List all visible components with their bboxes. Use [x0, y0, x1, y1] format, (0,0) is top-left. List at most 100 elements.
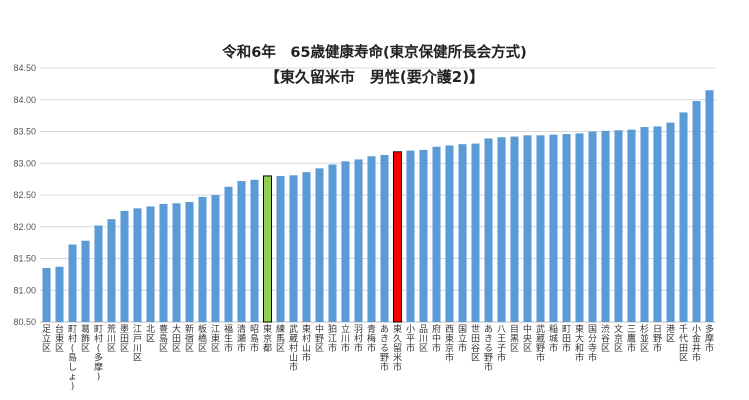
x-tick-label: 東京都: [263, 323, 272, 354]
bar: [276, 175, 285, 322]
x-tick-label: 西東京市: [445, 324, 454, 364]
bar: [575, 133, 584, 322]
x-tick-label: 大田区: [172, 323, 181, 354]
x-tick-label: 品川区: [419, 324, 428, 354]
x-tick-label: 日野市: [653, 324, 662, 354]
y-tick-label: 82.50: [13, 190, 36, 200]
bar: [289, 175, 298, 322]
bar: [432, 146, 441, 322]
bar: [68, 244, 77, 322]
bar: [237, 181, 246, 322]
x-tick-label: 国立市: [458, 324, 467, 354]
bar: [523, 135, 532, 322]
bar: [211, 195, 220, 322]
x-tick-label: 昭島市: [250, 324, 259, 354]
x-tick-label: 小金井市: [692, 324, 701, 364]
y-tick-label: 83.50: [13, 127, 36, 137]
bar: [679, 112, 688, 322]
y-axis-ticks: 80.50 81.00 81.50 82.00 82.50 83.00 83.50 84.00…: [13, 63, 36, 327]
x-tick-label: 豊島区: [159, 323, 168, 354]
x-tick-label: 練馬区: [276, 323, 285, 354]
x-tick-label: 国分寺市: [588, 324, 597, 364]
x-tick-label: 墨田区: [120, 324, 129, 354]
x-tick-label: 目黒区: [510, 324, 519, 354]
x-tick-label: 新宿区: [185, 323, 194, 354]
x-tick-label: 港区: [666, 323, 675, 345]
bar: [146, 206, 155, 322]
x-tick-label: 町田市: [562, 325, 571, 354]
x-tick-label: 小平市: [406, 324, 415, 354]
x-tick-label: 武蔵野市: [536, 323, 545, 364]
x-tick-label: 文京区: [614, 323, 623, 354]
bar: [262, 175, 273, 323]
bar: [627, 129, 636, 322]
x-tick-label: 青梅市: [367, 323, 376, 354]
x-tick-label: 狛江市: [328, 323, 337, 354]
y-tick-label: 82.00: [13, 222, 36, 232]
x-tick-label: 町村(多摩): [94, 325, 103, 383]
bar: [185, 201, 194, 322]
bar: [159, 203, 168, 322]
x-tick-label: 立川市: [341, 323, 350, 354]
bar: [510, 136, 519, 322]
y-tick-label: 84.00: [13, 95, 36, 105]
bars: [42, 90, 714, 323]
bar: [380, 154, 389, 322]
chart-title: 令和6年 65歳健康寿命(東京保健所長会方式): [222, 45, 527, 61]
x-tick-label: 足立区: [42, 324, 51, 354]
x-tick-label: 清瀬市: [237, 323, 246, 354]
chart-subtitle: 【東久留米市 男性(要介護2)】: [264, 68, 485, 86]
bar: [315, 168, 324, 322]
x-tick-label: 武蔵村山市: [289, 323, 298, 373]
x-tick-label: 北区: [146, 324, 155, 345]
bar: [601, 130, 610, 322]
bar: [536, 135, 545, 322]
bar: [354, 159, 363, 322]
x-tick-label: 葛飾区: [81, 323, 90, 354]
bar: [55, 266, 64, 322]
x-tick-label: 福生市: [224, 323, 233, 354]
bar: [341, 161, 350, 322]
x-tick-label: 中野区: [315, 323, 324, 354]
bar: [42, 268, 51, 322]
bar: [458, 144, 467, 322]
x-tick-label: 東大和市: [575, 323, 584, 364]
bar: [107, 219, 116, 322]
y-tick-label: 81.00: [13, 285, 36, 295]
x-tick-label: 稲城市: [549, 323, 558, 354]
x-tick-label: 府中市: [432, 323, 441, 354]
y-tick-label: 80.50: [13, 317, 36, 327]
y-tick-label: 84.50: [13, 63, 36, 73]
x-tick-label: 世田谷区: [471, 323, 480, 364]
bar: [172, 203, 181, 322]
bar: [133, 208, 142, 322]
x-tick-label: 羽村市: [354, 324, 363, 354]
x-tick-label: 東村山市: [302, 323, 311, 364]
bar: [614, 130, 623, 322]
x-tick-label: 杉並区: [640, 323, 649, 354]
bar: [692, 101, 701, 323]
bar: [471, 143, 480, 322]
bar: [484, 138, 493, 322]
x-tick-label: 東久留米市: [393, 323, 402, 373]
bar: [328, 164, 337, 322]
x-tick-label: 板橋区: [198, 323, 207, 354]
bar: [419, 149, 428, 322]
bar: [549, 134, 558, 322]
x-tick-label: あきる野市: [380, 324, 389, 373]
bar: [94, 225, 103, 322]
bar: [588, 131, 597, 322]
x-tick-label: 八王子市: [497, 325, 506, 364]
bar: [198, 196, 207, 322]
x-tick-label: あきる野市: [484, 324, 493, 373]
x-tick-label: 江戸川区: [133, 324, 142, 364]
bar: [653, 126, 662, 322]
y-tick-label: 81.50: [13, 254, 36, 264]
x-tick-label: 江東区: [211, 324, 220, 354]
x-tick-label: 中央区: [523, 323, 532, 354]
x-tick-label: 三鷹市: [627, 325, 636, 354]
bar: [445, 145, 454, 322]
bar: [367, 156, 376, 322]
bar: [562, 134, 571, 322]
